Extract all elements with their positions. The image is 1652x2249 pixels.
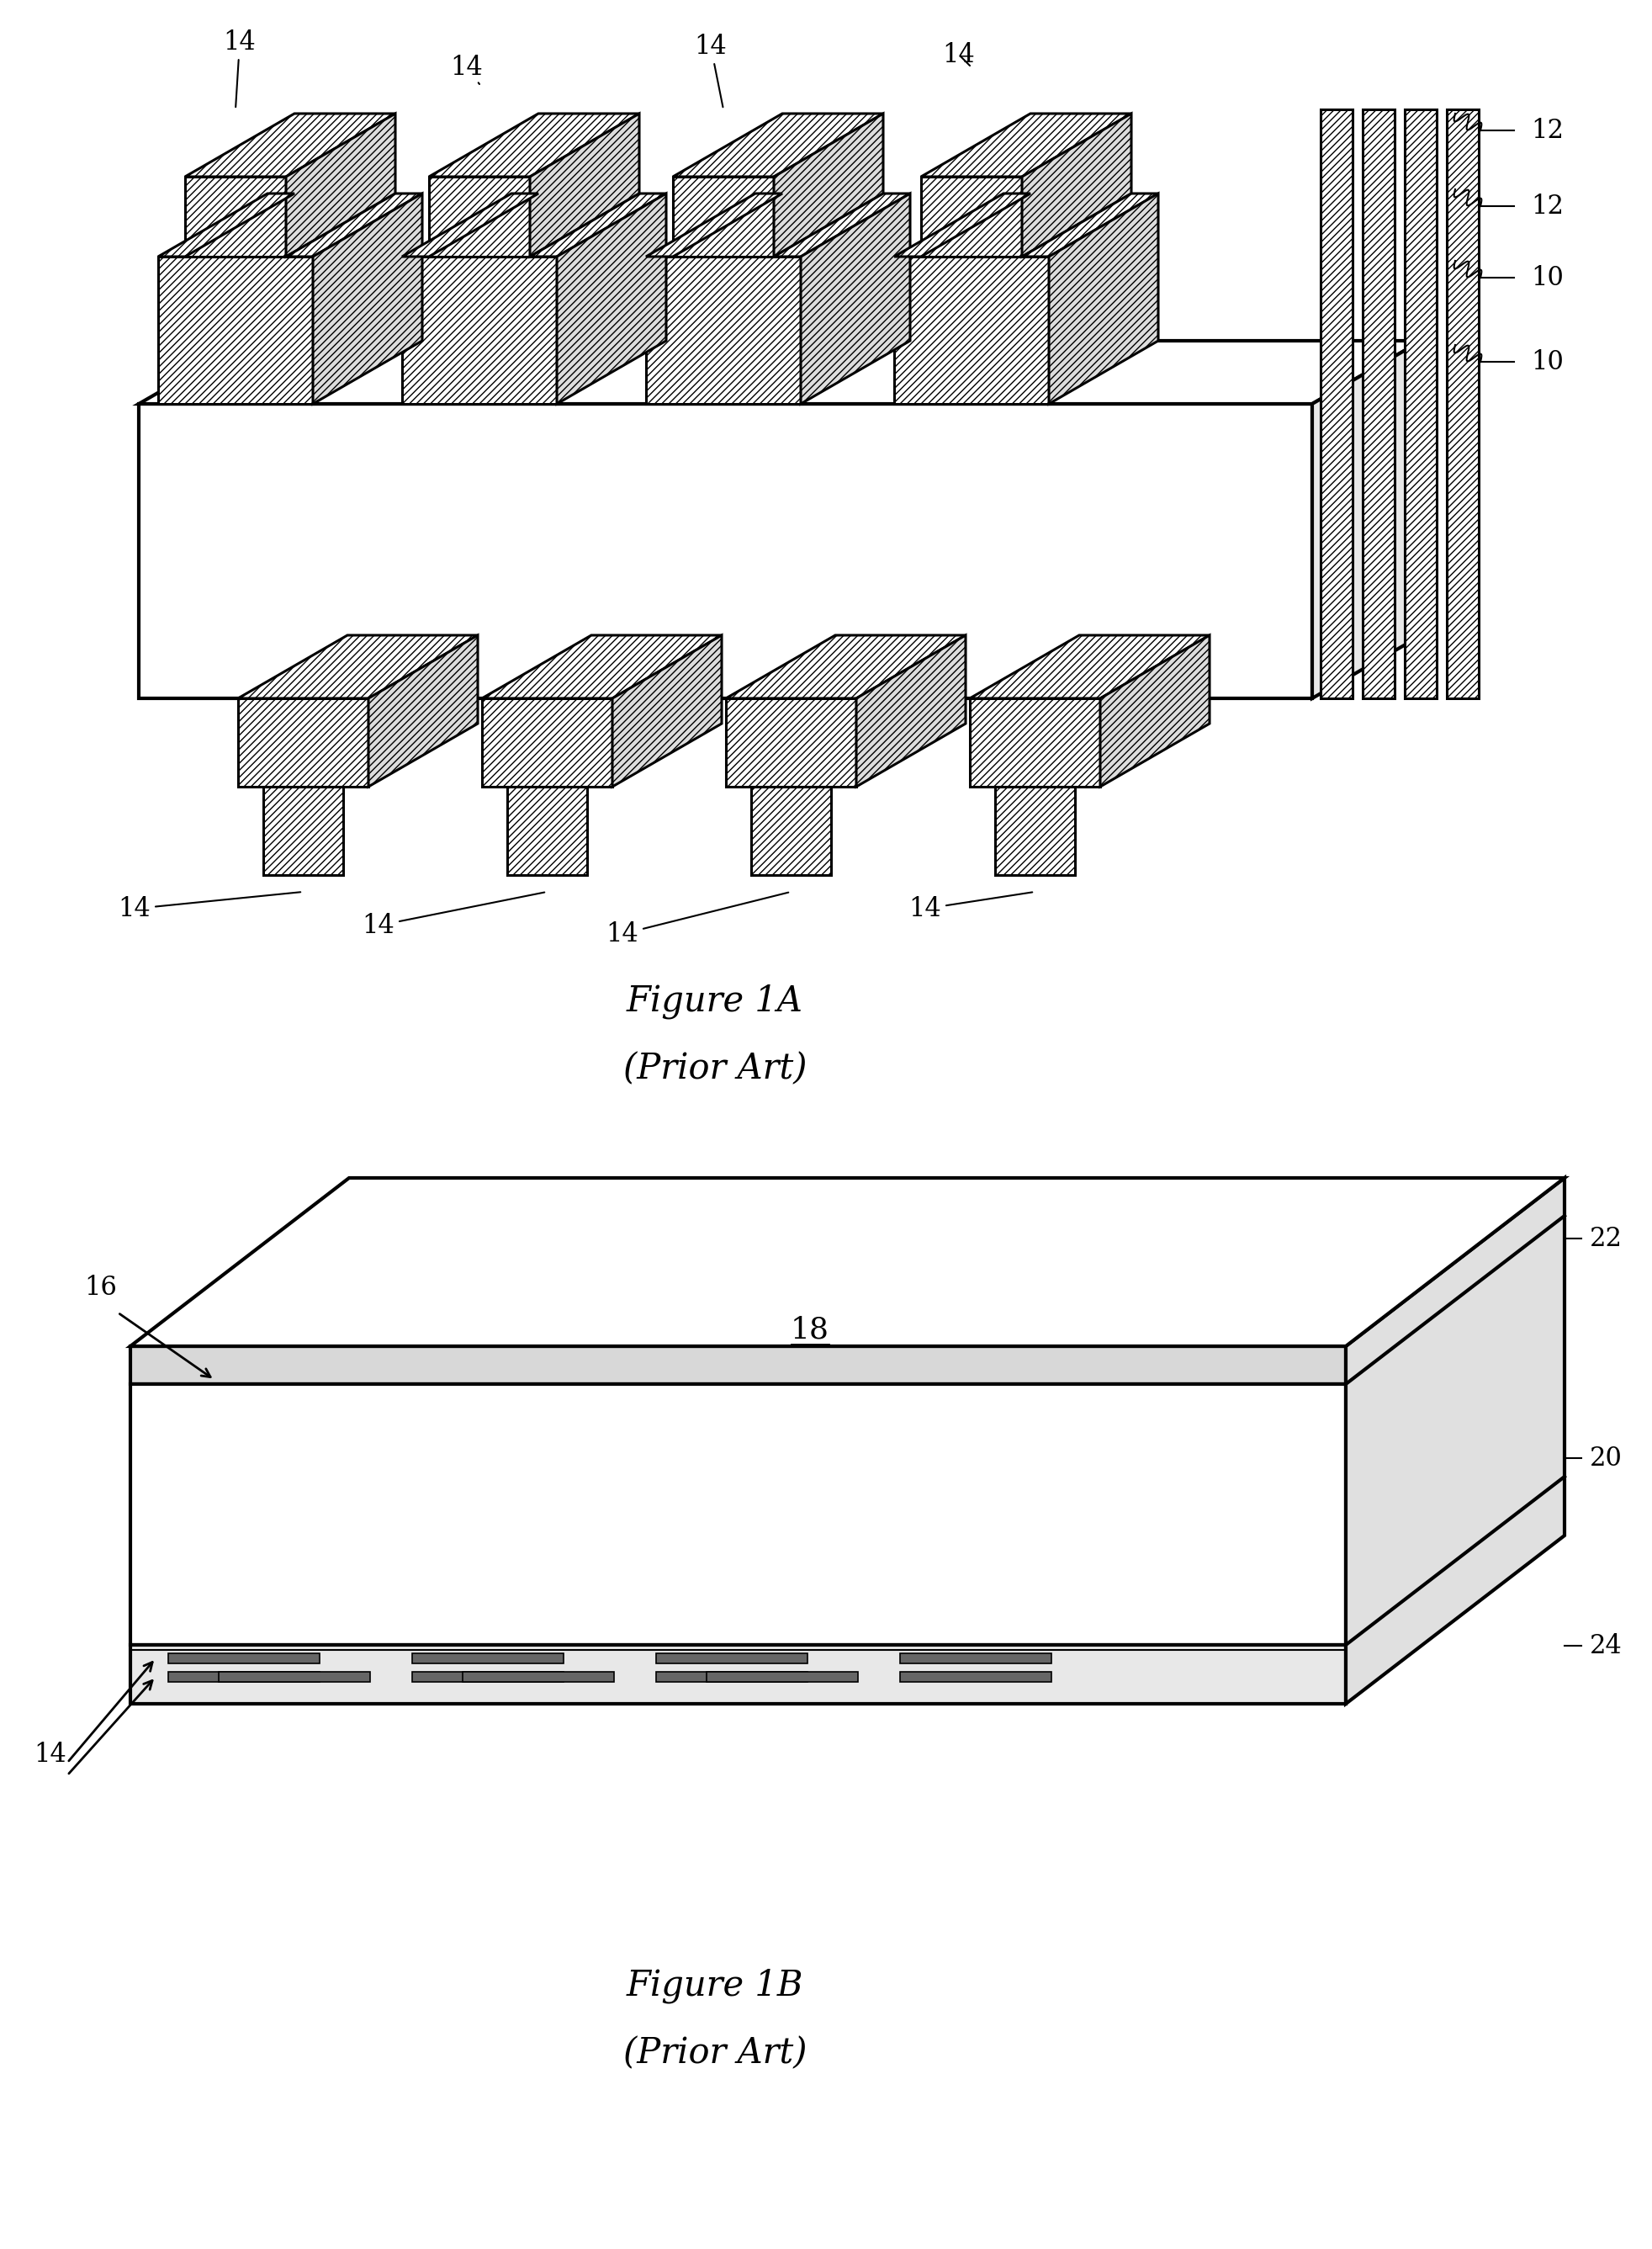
Text: (Prior Art): (Prior Art) xyxy=(623,1050,806,1086)
Polygon shape xyxy=(613,634,722,787)
Bar xyxy=(922,178,1023,256)
Bar xyxy=(995,787,1075,875)
Bar xyxy=(725,699,856,787)
Bar xyxy=(970,699,1100,787)
Bar xyxy=(900,1653,1051,1664)
Polygon shape xyxy=(856,634,966,787)
Bar xyxy=(507,787,586,875)
Polygon shape xyxy=(646,193,783,256)
Text: 14: 14 xyxy=(35,1741,66,1768)
Polygon shape xyxy=(1100,634,1209,787)
Polygon shape xyxy=(185,115,395,178)
Polygon shape xyxy=(238,634,477,699)
Polygon shape xyxy=(131,1178,1564,1347)
Polygon shape xyxy=(894,193,1031,256)
Polygon shape xyxy=(159,193,294,256)
Polygon shape xyxy=(1346,1178,1564,1705)
Text: 14: 14 xyxy=(909,893,1032,922)
Text: 14: 14 xyxy=(223,29,256,108)
Bar xyxy=(218,1671,370,1682)
Bar xyxy=(139,405,1312,699)
Polygon shape xyxy=(672,115,884,178)
Bar xyxy=(1320,110,1353,699)
Bar xyxy=(430,178,530,256)
Bar xyxy=(900,1671,1051,1682)
Text: 14: 14 xyxy=(694,34,727,108)
Bar xyxy=(707,1671,857,1682)
Bar xyxy=(131,1347,1346,1383)
Polygon shape xyxy=(1312,342,1421,699)
Bar xyxy=(656,1653,808,1664)
Bar xyxy=(752,787,831,875)
Polygon shape xyxy=(1023,193,1158,256)
Bar xyxy=(894,256,1049,405)
Polygon shape xyxy=(725,634,966,699)
Bar xyxy=(1447,110,1479,699)
Text: Figure 1B: Figure 1B xyxy=(626,1968,803,2004)
Text: 14: 14 xyxy=(943,43,975,67)
Bar xyxy=(411,1653,563,1664)
Text: 10: 10 xyxy=(1531,349,1563,376)
Polygon shape xyxy=(530,193,666,256)
Polygon shape xyxy=(286,115,395,256)
Bar xyxy=(131,1644,1346,1705)
Polygon shape xyxy=(368,634,477,787)
Bar xyxy=(463,1671,615,1682)
Bar xyxy=(169,1653,319,1664)
Polygon shape xyxy=(801,193,910,405)
Bar xyxy=(401,256,558,405)
Bar xyxy=(656,1671,808,1682)
Bar xyxy=(185,178,286,256)
Polygon shape xyxy=(970,634,1209,699)
Polygon shape xyxy=(773,115,884,256)
Polygon shape xyxy=(312,193,423,405)
Bar xyxy=(1404,110,1437,699)
Polygon shape xyxy=(286,193,423,256)
Polygon shape xyxy=(139,342,1421,405)
Text: 20: 20 xyxy=(1589,1446,1622,1471)
Polygon shape xyxy=(430,115,639,178)
Bar xyxy=(482,699,613,787)
Polygon shape xyxy=(401,193,539,256)
Polygon shape xyxy=(557,193,666,405)
Text: 16: 16 xyxy=(84,1275,117,1300)
Text: 14: 14 xyxy=(451,54,482,83)
Polygon shape xyxy=(482,634,722,699)
Text: 14: 14 xyxy=(362,893,545,938)
Bar xyxy=(159,256,314,405)
Bar xyxy=(1363,110,1394,699)
Polygon shape xyxy=(773,193,910,256)
Bar xyxy=(672,178,773,256)
Text: 14: 14 xyxy=(119,893,301,922)
Text: 12: 12 xyxy=(1531,117,1564,144)
Text: 24: 24 xyxy=(1589,1633,1622,1660)
Bar xyxy=(263,787,344,875)
Polygon shape xyxy=(1023,115,1132,256)
Polygon shape xyxy=(922,115,1132,178)
Text: Figure 1A: Figure 1A xyxy=(626,983,803,1019)
Bar xyxy=(131,1383,1346,1644)
Text: 12: 12 xyxy=(1531,193,1564,218)
Bar xyxy=(169,1671,319,1682)
Bar xyxy=(646,256,801,405)
Text: 22: 22 xyxy=(1589,1226,1622,1250)
Text: (Prior Art): (Prior Art) xyxy=(623,2035,806,2071)
Polygon shape xyxy=(1049,193,1158,405)
Polygon shape xyxy=(530,115,639,256)
Bar xyxy=(411,1671,563,1682)
Text: 18: 18 xyxy=(791,1316,829,1343)
Text: 10: 10 xyxy=(1531,265,1563,290)
Text: 14: 14 xyxy=(606,893,788,947)
Bar xyxy=(238,699,368,787)
